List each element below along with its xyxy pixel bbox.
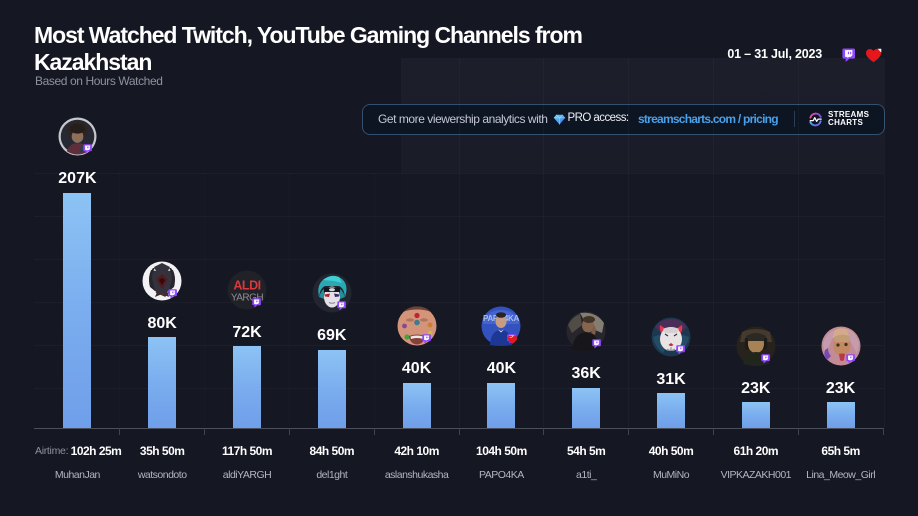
- svg-text:ALDI: ALDI: [233, 278, 260, 292]
- svg-text:YARGH: YARGH: [231, 292, 264, 303]
